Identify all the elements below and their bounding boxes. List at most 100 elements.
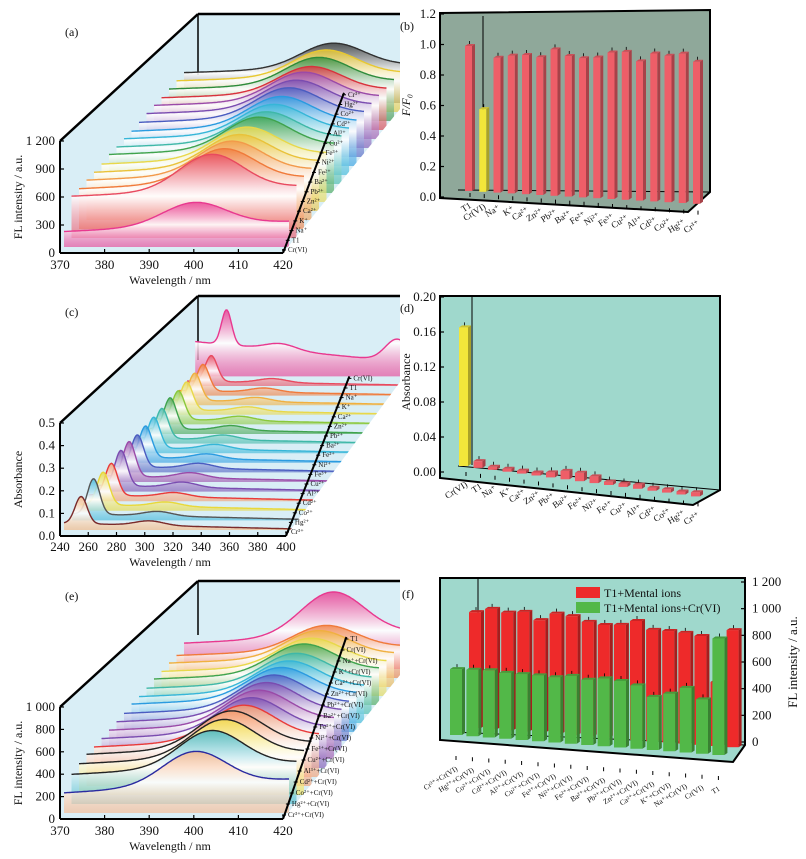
spectrum-line-5: [101, 126, 327, 165]
x-tick-label: 400: [184, 823, 204, 838]
series-label: K⁺+Cr(VI): [339, 668, 371, 676]
series-label: Zn²⁺: [307, 198, 321, 206]
series-label: Fe²⁺: [318, 168, 331, 176]
bar-side: [472, 44, 475, 191]
green-bar-12: [646, 691, 662, 750]
bar-side: [658, 694, 662, 750]
bar-side: [576, 673, 580, 744]
y-axis-label: FL intensity / a.u.: [785, 616, 800, 708]
y-tick-label: 0.16: [413, 324, 436, 339]
bar-side: [700, 490, 703, 497]
x-tick-label: 420: [273, 823, 293, 838]
y-tick-label: 0.00: [413, 464, 436, 479]
bar-side: [543, 55, 547, 195]
series-label: Hg²⁺: [295, 518, 310, 526]
bar-front: [560, 470, 570, 480]
x-tick-label: 390: [139, 823, 159, 838]
bar-7: [560, 465, 573, 480]
series-label: Cd²⁺: [337, 120, 351, 128]
bar-5: [531, 467, 544, 476]
y-axis-label: Absorbance: [399, 353, 413, 410]
series-label: Co²⁺+Cr(VI): [296, 789, 334, 797]
green-bar-9: [597, 673, 613, 747]
bar-top: [450, 667, 465, 670]
category-label: T1: [459, 200, 473, 214]
bar-3: [507, 50, 518, 194]
bar-front: [678, 53, 686, 204]
y-tick-label: 1 000: [26, 699, 55, 714]
bar-side: [627, 481, 631, 487]
bar-front: [630, 685, 643, 749]
category-label: Cr(VI): [683, 783, 706, 802]
bar-side: [685, 489, 689, 495]
bar-top: [691, 490, 703, 493]
bar-side: [628, 49, 632, 200]
series-label: Zn²⁺+Cr(VI): [331, 690, 368, 698]
series-label: K⁺: [299, 217, 308, 225]
bar-side: [598, 474, 602, 484]
bar-4: [522, 50, 532, 195]
green-bar-5: [532, 670, 547, 742]
y-tick-label: 0.12: [413, 359, 436, 374]
series-label: Cd²⁺+Cr(VI): [300, 778, 338, 786]
x-tick-label: 370: [50, 257, 70, 272]
series-label: Al³⁺: [333, 130, 346, 138]
spectrum-line-4: [96, 449, 325, 492]
bar-side: [500, 55, 504, 193]
bar-side: [642, 482, 645, 489]
series-label: Cu²⁺+Cr(VI): [308, 756, 346, 764]
floor-back-line: [457, 465, 721, 491]
spectrum-line-12: [153, 71, 380, 107]
green-bar-7: [564, 670, 580, 744]
bar-top: [621, 49, 632, 52]
panel-e-fluorescence-waterfall: T1 Cr(VI) Na⁺+Cr(VI) K⁺+Cr(VI) Ca²⁺+Cr(VI) Zn…: [11, 579, 400, 853]
category-label: Cr³⁺: [682, 509, 701, 526]
spectrum-line-8: [123, 103, 350, 140]
y-tick-label: 200: [752, 707, 772, 722]
bar-front: [614, 680, 626, 748]
spectra-group: [64, 591, 400, 813]
bar-front: [564, 55, 572, 197]
category-label: Cr³⁺: [682, 218, 701, 235]
y-tick-label: 0.2: [420, 159, 436, 174]
legend-swatch-green: [576, 602, 600, 613]
spectrum-area-0: [64, 496, 292, 530]
spectrum-line-5: [104, 440, 333, 482]
bar-front: [522, 55, 529, 195]
bar-top: [479, 107, 490, 110]
series-label: Fe³⁺: [326, 149, 339, 157]
bar-top: [633, 482, 645, 485]
spectrum-line-7: [116, 111, 342, 148]
bar-top: [650, 51, 661, 54]
y-tick-label: 0.1: [39, 505, 55, 520]
y-tick-label: 0.4: [420, 128, 437, 143]
bar-top: [618, 481, 631, 484]
bar-top: [726, 628, 742, 631]
bar-top: [493, 55, 504, 58]
spectrum-line-7: [116, 681, 342, 723]
bar-side: [656, 485, 660, 491]
y-tick-label: 1 000: [752, 601, 781, 616]
bar-top: [694, 634, 710, 636]
bar-top: [515, 672, 531, 675]
bar-side: [614, 50, 618, 199]
bar-side: [497, 464, 500, 470]
bar-4: [517, 465, 529, 474]
bar-side: [571, 53, 575, 197]
panel-c-absorbance-waterfall: Cr(VI) T1 Na⁺K⁺ Ca²⁺Zn²⁺ Pb²⁺ Ba²⁺Fe²⁺ Ni²⁺Fe³…: [11, 294, 400, 569]
spectrum-line-13: [161, 637, 387, 673]
green-bar-4: [515, 669, 531, 740]
x-axis-label: Wavelength / nm: [129, 555, 211, 569]
y-tick-label: 400: [36, 766, 56, 781]
spectrum-line-16: [184, 591, 400, 644]
bar-top: [532, 673, 547, 676]
series-label: T1: [292, 236, 300, 244]
bar-7: [564, 50, 575, 197]
bar-0: [459, 322, 471, 466]
y-tick-label: 0: [49, 811, 56, 826]
bar-top: [517, 468, 529, 471]
top-left-edge: [59, 295, 199, 424]
